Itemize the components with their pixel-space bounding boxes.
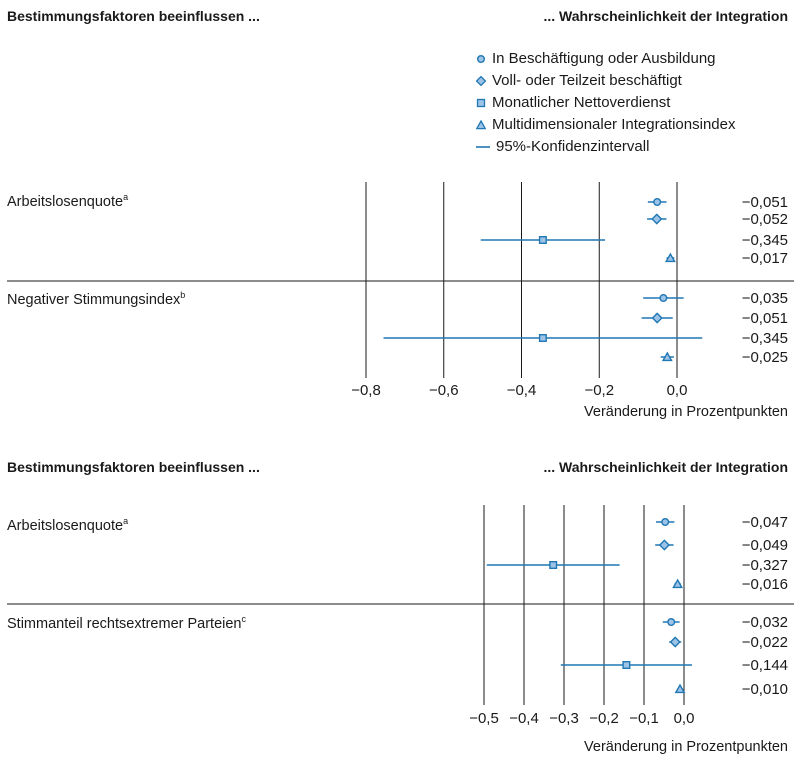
data-point: −0,052: [647, 211, 788, 228]
x-tick-label: −0,1: [629, 710, 659, 727]
footnote-mark: b: [180, 290, 186, 300]
data-point: −0,017: [664, 250, 788, 267]
legend: In Beschäftigung oder Ausbildung Voll- o…: [476, 48, 735, 158]
square-marker: [622, 661, 631, 670]
value-label: −0,017: [742, 250, 788, 267]
legend-label: 95%-Konfidenzintervall: [496, 138, 650, 155]
data-point: −0,345: [383, 330, 788, 347]
x-tick-label: −0,3: [549, 710, 579, 727]
legend-item-square: Monatlicher Nettoverdienst: [476, 92, 735, 114]
data-point: −0,010: [674, 681, 788, 698]
value-label: −0,052: [742, 211, 788, 228]
panel1-header-right: ... Wahrscheinlichkeit der Integration: [543, 8, 788, 24]
circle-marker: [661, 518, 670, 527]
data-point: −0,345: [480, 232, 788, 249]
legend-label: Voll- oder Teilzeit beschäftigt: [492, 72, 682, 89]
x-tick-label: −0,2: [589, 710, 619, 727]
square-marker: [538, 235, 547, 244]
diamond-marker: [669, 636, 681, 648]
panel1-row-label-2: Negativer Stimmungsindexb: [7, 290, 185, 308]
value-label: −0,032: [742, 614, 788, 631]
x-tick-label: −0,4: [509, 710, 539, 727]
panel2-row-label-1: Arbeitslosenquotea: [7, 516, 128, 534]
legend-label: Monatlicher Nettoverdienst: [492, 94, 671, 111]
data-point: −0,049: [655, 537, 788, 554]
value-label: −0,047: [742, 514, 788, 531]
circle-marker: [667, 618, 676, 627]
legend-label: Multidimensionaler Integrationsindex: [492, 116, 736, 133]
circle-marker-icon: [477, 55, 485, 63]
value-label: −0,049: [742, 537, 788, 554]
panel2-header-right: ... Wahrscheinlichkeit der Integration: [543, 459, 788, 475]
row-label-text: Arbeitslosenquote: [7, 193, 124, 210]
value-label: −0,016: [742, 576, 788, 593]
data-point: −0,047: [656, 514, 788, 531]
x-tick-label: −0,4: [507, 382, 537, 399]
row-label-text: Negativer Stimmungsindex: [7, 291, 181, 308]
panel2-header-left: Bestimmungsfaktoren beeinflussen ...: [7, 459, 260, 475]
x-tick-label: 0,0: [667, 382, 688, 399]
data-point: −0,327: [486, 557, 788, 574]
legend-item-ci: 95%-Konfidenzintervall: [476, 136, 735, 158]
value-label: −0,051: [742, 310, 788, 327]
value-label: −0,327: [742, 557, 788, 574]
x-tick-label: −0,6: [429, 382, 459, 399]
panel1-header-left: Bestimmungsfaktoren beeinflussen ...: [7, 8, 260, 24]
x-tick-label: −0,2: [584, 382, 614, 399]
triangle-marker: [664, 252, 676, 263]
data-point: −0,051: [641, 310, 788, 327]
square-marker: [538, 334, 547, 343]
data-point: −0,022: [669, 634, 788, 651]
diamond-marker: [651, 312, 663, 324]
data-point: −0,051: [647, 194, 788, 211]
footnote-mark: c: [241, 614, 247, 624]
row-label-text: Stimmanteil rechtsextremer Parteien: [7, 615, 242, 632]
value-label: −0,010: [742, 681, 788, 698]
data-point: −0,016: [672, 576, 788, 593]
x-tick-label: −0,8: [351, 382, 381, 399]
triangle-marker: [674, 683, 686, 694]
value-label: −0,022: [742, 634, 788, 651]
panel2-row-label-2: Stimmanteil rechtsextremer Parteienc: [7, 614, 246, 632]
diamond-marker: [651, 213, 663, 225]
legend-item-triangle: Multidimensionaler Integrationsindex: [476, 114, 735, 136]
value-label: −0,051: [742, 194, 788, 211]
panel1-plot: −0,8 −0,6 −0,4 −0,2 0,0−0,051−0,052−0,345−0,…: [7, 182, 794, 399]
ci-line-icon: [476, 146, 490, 148]
value-label: −0,144: [742, 657, 788, 674]
footnote-mark: a: [123, 516, 129, 526]
circle-marker: [653, 197, 662, 206]
panel1-row-label-1: Arbeitslosenquotea: [7, 192, 128, 210]
triangle-marker: [672, 578, 684, 589]
circle-marker: [659, 294, 668, 303]
square-marker-icon: [476, 98, 486, 108]
triangle-marker-icon: [476, 120, 486, 130]
triangle-marker: [661, 351, 673, 362]
value-label: −0,025: [742, 349, 788, 366]
data-point: −0,144: [560, 657, 788, 674]
diamond-marker-icon: [476, 76, 486, 86]
data-point: −0,035: [643, 290, 788, 307]
value-label: −0,345: [742, 232, 788, 249]
data-point: −0,032: [662, 614, 788, 631]
data-point: −0,025: [660, 349, 788, 366]
footnote-mark: a: [123, 192, 129, 202]
diamond-marker: [658, 539, 670, 551]
legend-label: In Beschäftigung oder Ausbildung: [492, 50, 716, 67]
square-marker: [549, 561, 558, 570]
value-label: −0,035: [742, 290, 788, 307]
panel1-x-axis-label: Veränderung in Prozentpunkten: [584, 404, 788, 420]
x-tick-label: −0,5: [469, 710, 499, 727]
value-label: −0,345: [742, 330, 788, 347]
legend-item-circle: In Beschäftigung oder Ausbildung: [476, 48, 735, 70]
legend-item-diamond: Voll- oder Teilzeit beschäftigt: [476, 70, 735, 92]
panel2-x-axis-label: Veränderung in Prozentpunkten: [584, 739, 788, 755]
panel2-plot: −0,5 −0,4 −0,3 −0,2 −0,1 0,0 −0,047 −0,049 −0,32…: [7, 505, 794, 727]
x-tick-label: 0,0: [674, 710, 695, 727]
row-label-text: Arbeitslosenquote: [7, 517, 124, 534]
